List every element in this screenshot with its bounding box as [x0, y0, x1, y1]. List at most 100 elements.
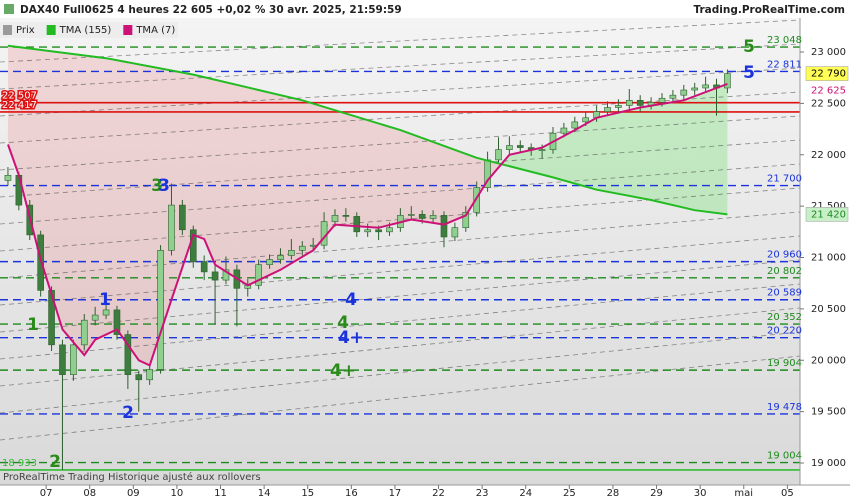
- level-label: 22 507: [2, 91, 37, 102]
- zone-fill: [520, 149, 532, 172]
- wave-label: 3: [151, 176, 163, 196]
- candle-body: [298, 245, 306, 251]
- zone-fill: [411, 134, 423, 222]
- zone-fill: [313, 103, 325, 251]
- channel-line: [0, 67, 800, 117]
- wave-label: 4: [345, 290, 357, 310]
- zone-fill: [269, 92, 281, 275]
- zone-fill: [400, 130, 412, 223]
- channel-line: [0, 139, 800, 198]
- zone-fill: [618, 110, 630, 196]
- y-tick-label: 19 000: [811, 458, 846, 469]
- zone-fill: [204, 77, 216, 265]
- level-label: 20 352: [767, 312, 802, 323]
- zone-fill: [106, 58, 117, 335]
- candle-body: [691, 87, 698, 91]
- candle-body: [516, 145, 524, 148]
- zone-fill: [629, 107, 641, 198]
- channel-line: [0, 187, 800, 252]
- level-label: 20 960: [767, 250, 802, 261]
- candle-body: [353, 216, 361, 233]
- x-tick-label: 29: [650, 488, 663, 499]
- x-tick-label: 14: [258, 488, 271, 499]
- x-tick-label: 24: [519, 488, 532, 499]
- candle-body: [560, 127, 568, 134]
- level-label: 18 933: [2, 458, 37, 469]
- level-label: 20 589: [767, 288, 802, 299]
- zone-fill: [661, 102, 673, 206]
- price-marker-label: 22 625: [811, 86, 846, 97]
- zone-fill: [422, 138, 434, 223]
- zone-fill: [651, 103, 662, 203]
- wave-label: 4+: [330, 361, 356, 381]
- wave-label: 3: [158, 176, 170, 196]
- legend-swatch: [123, 25, 133, 35]
- candle-body: [91, 314, 99, 321]
- legend-background: [0, 22, 178, 38]
- candle-body: [124, 334, 132, 375]
- candle-body: [320, 221, 328, 246]
- zone-fill: [324, 106, 335, 238]
- channel-line: [0, 115, 800, 171]
- channel-line: [0, 163, 800, 225]
- header-icon: [4, 4, 14, 14]
- zone-fill: [716, 83, 728, 215]
- zone-fill: [84, 55, 96, 356]
- zone-fill: [705, 87, 717, 213]
- zone-fill: [138, 64, 150, 366]
- channel-line: [0, 91, 800, 144]
- y-tick-label: 22 500: [811, 98, 846, 109]
- y-tick-label: 21 000: [811, 253, 846, 264]
- candle-body: [495, 149, 502, 161]
- header-brand: Trading.ProRealTime.com: [693, 4, 845, 16]
- candle-body: [277, 255, 284, 260]
- candle-body: [200, 261, 208, 273]
- header-title: DAX40 Full0625 4 heures 22 605 +0,02 % 3…: [20, 4, 402, 16]
- y-tick-label: 21 500: [811, 201, 846, 212]
- zone-fill: [18, 47, 30, 218]
- level-label: 21 700: [767, 174, 802, 185]
- candle-body: [506, 145, 513, 150]
- zone-fill: [531, 147, 543, 175]
- zone-fill: [694, 92, 706, 212]
- candle-body: [451, 227, 459, 238]
- y-tick-label: 23 000: [811, 47, 846, 58]
- candle-body: [168, 204, 175, 251]
- candle-body: [288, 250, 295, 256]
- candle-body: [462, 212, 470, 229]
- zone-fill: [345, 113, 357, 227]
- x-tick-label: 09: [127, 488, 140, 499]
- zone-fill: [73, 54, 85, 356]
- candle-body: [669, 94, 677, 99]
- channel-line: [0, 283, 800, 360]
- channel-line: [0, 211, 800, 279]
- zone-fill: [236, 84, 248, 286]
- candle-body: [331, 215, 339, 222]
- zone-fill: [280, 95, 292, 270]
- x-tick-label: 22: [432, 488, 445, 499]
- wave-label: 1: [27, 315, 39, 335]
- candle-body: [473, 187, 480, 213]
- average-line: [7, 82, 728, 367]
- price-marker: [805, 66, 849, 81]
- candle-body: [604, 107, 611, 112]
- level-label: 19 904: [767, 358, 802, 369]
- overlay: 23 048 22 811 21 700 20 960 20 802 20 589 20 3…: [1, 35, 849, 499]
- level-label: 22 417: [2, 100, 37, 111]
- x-tick-label: 08: [83, 488, 96, 499]
- price-marker-label: 21 420: [811, 209, 846, 220]
- candle-body: [309, 244, 317, 247]
- x-tick-label: 30: [694, 488, 707, 499]
- x-tick-label: 11: [214, 488, 227, 499]
- zone-fill: [51, 51, 63, 330]
- legend-label: TMA (155): [59, 25, 112, 36]
- candle-body: [386, 227, 393, 233]
- y-tick-label: 22 000: [811, 150, 846, 161]
- zone-fill: [672, 100, 684, 208]
- zone-fill: [291, 97, 303, 264]
- zone-fill: [356, 116, 368, 227]
- average-line: [7, 44, 728, 216]
- zone-fill: [127, 62, 139, 361]
- level-label: 22 811: [767, 59, 802, 70]
